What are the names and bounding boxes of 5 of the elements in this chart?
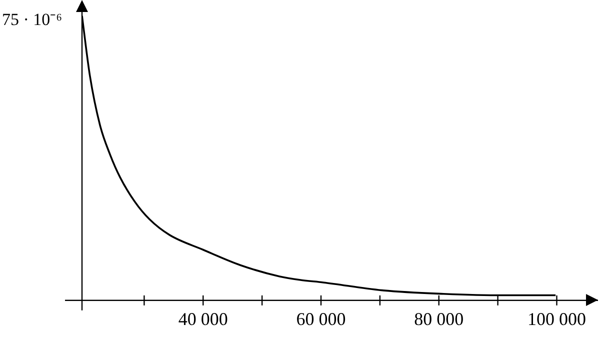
text: 75 · 10⁻⁶ (2, 9, 62, 30)
x-tick-label: 100 000 (527, 308, 586, 329)
x-tick-label: 80 000 (414, 308, 464, 329)
x-tick-label: 60 000 (296, 308, 346, 329)
x-tick-label: 40 000 (178, 308, 228, 329)
